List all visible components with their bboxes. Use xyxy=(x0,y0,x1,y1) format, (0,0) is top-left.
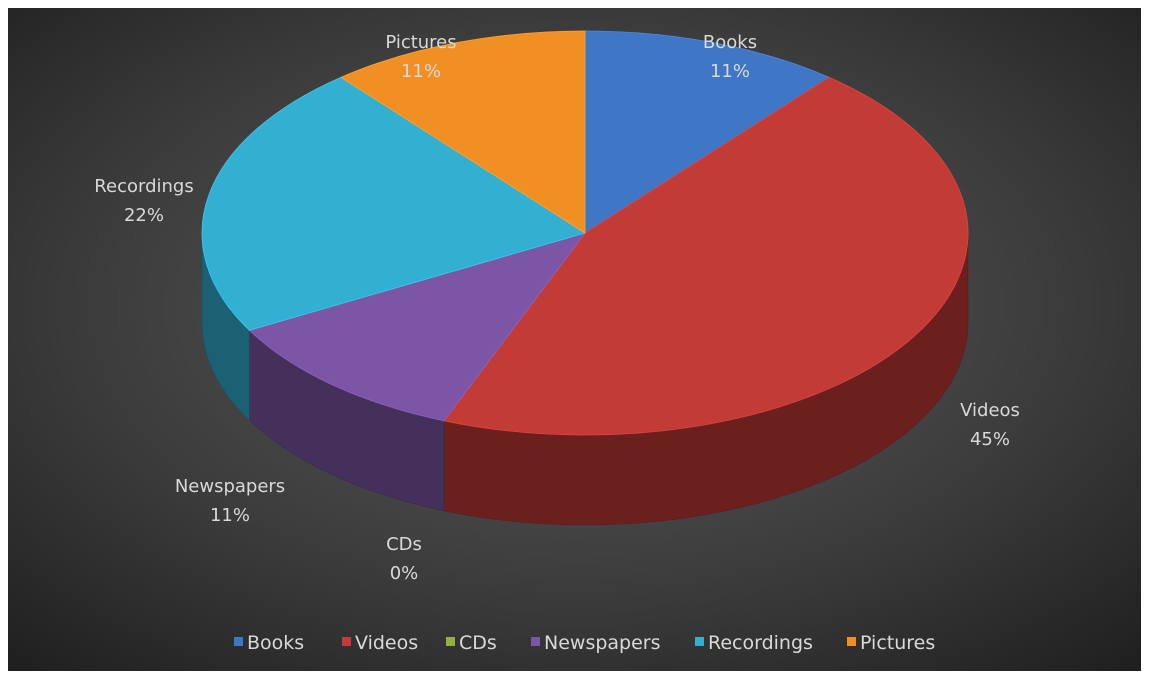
pie-slice-pictures xyxy=(340,30,586,234)
data-label-recordings-name: Recordings xyxy=(94,176,193,197)
legend-label-videos: Videos xyxy=(355,632,418,654)
pie-slice-newspapers xyxy=(248,232,587,422)
data-label-videos-value: 45% xyxy=(970,429,1010,450)
legend-swatch-recordings xyxy=(695,637,704,646)
legend-label-pictures: Pictures xyxy=(860,632,935,654)
legend-swatch-books xyxy=(234,637,243,646)
data-label-newspapers-name: Newspapers xyxy=(175,476,285,497)
legend-swatch-pictures xyxy=(847,637,856,646)
data-label-pictures-name: Pictures xyxy=(385,32,456,53)
legend-item-recordings: Recordings xyxy=(695,632,813,654)
legend-swatch-videos xyxy=(342,637,351,646)
pie-chart: Books 11% Videos 45% CDs 0% Newspapers 11% Recor… xyxy=(8,8,1141,671)
legend-label-newspapers: Newspapers xyxy=(544,632,661,654)
legend-swatch-newspapers xyxy=(531,637,540,646)
data-label-books-name: Books xyxy=(703,32,757,53)
chart-area: Books 11% Videos 45% CDs 0% Newspapers 11% Recor… xyxy=(8,8,1141,671)
legend-item-newspapers: Newspapers xyxy=(531,632,661,654)
data-label-cds-value: 0% xyxy=(390,563,419,584)
data-label-books-value: 11% xyxy=(710,61,750,82)
legend-label-recordings: Recordings xyxy=(708,632,813,654)
data-label-recordings-value: 22% xyxy=(124,205,164,226)
data-labels-group: Books 11% Videos 45% CDs 0% Newspapers 11% Recor… xyxy=(94,32,1020,584)
data-label-newspapers-value: 11% xyxy=(210,505,250,526)
pie-top-group xyxy=(201,30,969,436)
legend-item-books: Books xyxy=(234,632,304,654)
pie-slice-books xyxy=(584,30,830,234)
legend-label-cds: CDs xyxy=(459,632,497,654)
legend-item-cds: CDs xyxy=(446,632,497,654)
pie-slice-recordings xyxy=(201,76,586,331)
legend: Books Videos CDs Newspapers Recordings Pictur… xyxy=(234,632,935,654)
legend-item-videos: Videos xyxy=(342,632,418,654)
legend-label-books: Books xyxy=(247,632,304,654)
legend-item-pictures: Pictures xyxy=(847,632,935,654)
data-label-videos-name: Videos xyxy=(960,400,1020,421)
legend-swatch-cds xyxy=(446,637,455,646)
pie-slice-videos xyxy=(443,76,969,436)
data-label-cds-name: CDs xyxy=(386,534,422,555)
data-label-pictures-value: 11% xyxy=(401,61,441,82)
